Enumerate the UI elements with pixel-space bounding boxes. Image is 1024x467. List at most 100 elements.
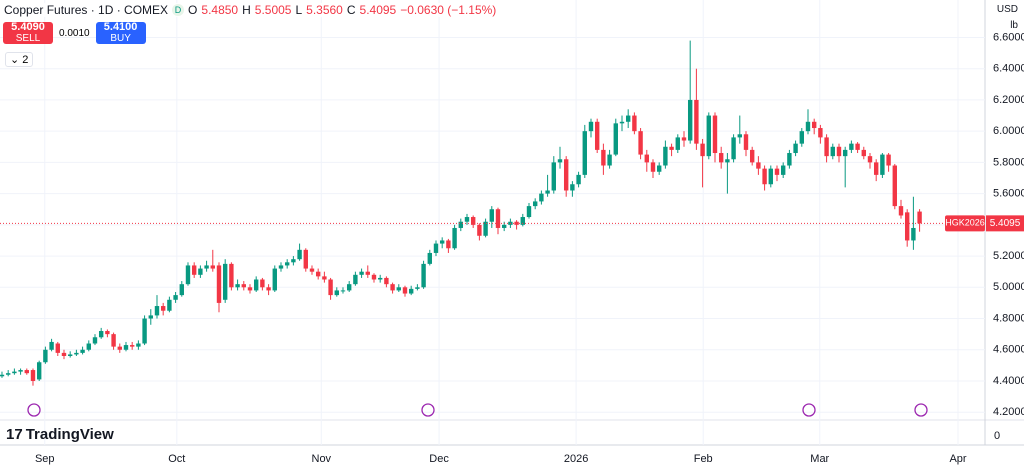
candle-body xyxy=(873,162,879,175)
symbol-title[interactable]: Copper Futures · 1D · COMEX xyxy=(4,3,169,17)
candle-body xyxy=(917,211,922,224)
candle-body xyxy=(222,263,228,300)
candle-body xyxy=(613,123,618,155)
y-tick-label: 5.6000 xyxy=(993,188,1024,200)
candle-body xyxy=(650,162,656,172)
open-value: 5.4850 xyxy=(201,3,239,17)
indicators-count: 2 xyxy=(22,54,29,66)
y-tick-label: 6.6000 xyxy=(993,31,1024,43)
candle-body xyxy=(489,209,494,222)
sell-button[interactable]: 5.4090 SELL xyxy=(3,22,53,44)
candle-body xyxy=(706,115,711,157)
candle-body xyxy=(849,143,854,150)
symbol-tag: HGK2026 xyxy=(945,218,985,228)
candle-body xyxy=(818,128,823,138)
last-price-label: 5.4095 xyxy=(990,218,1021,229)
candle-body xyxy=(433,243,439,253)
high-label: H xyxy=(242,3,251,17)
logo[interactable]: 17 TradingView xyxy=(6,426,114,443)
sell-label: SELL xyxy=(15,33,41,44)
candle-body xyxy=(303,249,308,269)
candle-body xyxy=(402,287,408,294)
x-tick-label: Dec xyxy=(429,453,449,465)
candle-body xyxy=(805,121,811,132)
candle-body xyxy=(898,206,904,216)
candle-body xyxy=(0,374,5,377)
candle-body xyxy=(687,99,693,141)
candle-body xyxy=(712,115,718,154)
candle-body xyxy=(526,206,532,218)
event-icons xyxy=(27,403,928,417)
y-tick-label: 5.2000 xyxy=(993,250,1024,262)
candle-body xyxy=(470,217,476,225)
candle-body xyxy=(328,279,333,296)
candle-body xyxy=(694,99,699,144)
candle-body xyxy=(216,265,222,303)
buy-label: BUY xyxy=(110,33,131,44)
candle-body xyxy=(725,159,730,163)
y-tick-label: 4.4000 xyxy=(993,375,1024,387)
low-label: L xyxy=(295,3,303,17)
candle-body xyxy=(563,159,569,191)
candle-body xyxy=(284,262,290,266)
candle-body xyxy=(30,370,36,381)
y-tick-label: 5.8000 xyxy=(993,156,1024,168)
candle-body xyxy=(408,288,414,294)
candle-body xyxy=(427,252,432,264)
candle-body xyxy=(111,334,116,347)
candle-body xyxy=(92,337,98,344)
candle-body xyxy=(12,371,17,374)
candle-body xyxy=(210,265,215,269)
badge: D xyxy=(172,4,185,16)
candle-body xyxy=(396,287,401,291)
event-icon[interactable] xyxy=(27,403,41,417)
candle-body xyxy=(458,221,463,228)
buy-button[interactable]: 5.4100 BUY xyxy=(95,22,146,44)
candle-body xyxy=(98,331,104,338)
x-tick-label: Oct xyxy=(168,453,185,465)
candle-body xyxy=(762,168,767,185)
candle-body xyxy=(241,284,246,288)
candle-body xyxy=(780,165,786,175)
candle-body xyxy=(86,343,91,350)
event-icon[interactable] xyxy=(802,403,816,417)
unit-selector[interactable]: lb xyxy=(1010,20,1018,31)
candle-body xyxy=(632,115,637,132)
candle-body xyxy=(198,268,203,275)
candle-body xyxy=(309,268,315,272)
candles xyxy=(0,40,985,386)
candle-body xyxy=(80,349,85,353)
candle-body xyxy=(439,240,445,244)
candle-body xyxy=(415,287,420,289)
candle-body xyxy=(749,149,755,163)
currency-selector[interactable]: USD xyxy=(996,4,1018,15)
candle-body xyxy=(272,268,277,291)
candle-body xyxy=(855,143,860,150)
grid xyxy=(0,0,985,445)
candle-body xyxy=(799,131,804,144)
x-tick-label: Apr xyxy=(949,453,966,465)
candle-body xyxy=(136,343,141,347)
candle-body xyxy=(793,143,798,154)
candle-body xyxy=(464,217,470,222)
candle-body xyxy=(588,121,594,132)
logo-text: TradingView xyxy=(25,426,114,443)
candle-body xyxy=(154,306,160,316)
candle-body xyxy=(260,279,265,288)
candle-body xyxy=(160,306,166,311)
y-tick-label: 4.6000 xyxy=(993,344,1024,356)
event-icon[interactable] xyxy=(421,403,435,417)
candle-body xyxy=(55,343,60,353)
candle-body xyxy=(700,143,705,157)
candle-body xyxy=(247,287,253,291)
candle-body xyxy=(756,162,761,169)
event-icon[interactable] xyxy=(914,403,928,417)
candle-body xyxy=(731,137,736,160)
indicators-toggle[interactable]: ⌄ 2 xyxy=(5,52,34,67)
candle-body xyxy=(74,352,79,355)
candle-body xyxy=(532,201,538,207)
candle-body xyxy=(663,146,668,166)
candle-body xyxy=(322,276,327,280)
candle-body xyxy=(334,290,339,296)
